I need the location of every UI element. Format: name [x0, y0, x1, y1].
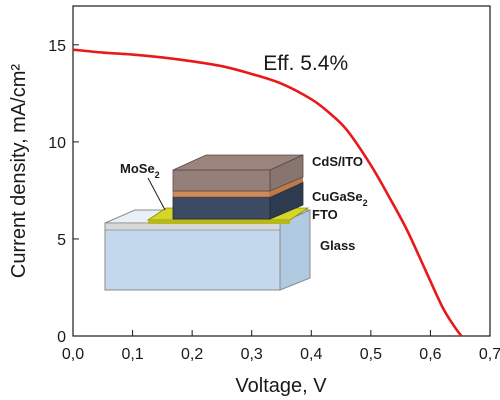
label-cugase2: CuGaSe2 [312, 189, 368, 208]
x-tick-label: 0,6 [419, 346, 441, 363]
device-schematic: CdS/ITO CuGaSe2 FTO Glass MoSe2 [104, 154, 368, 291]
y-tick-label: 10 [48, 135, 66, 152]
label-glass: Glass [320, 238, 355, 253]
ito-front [172, 169, 271, 192]
y-tick-label: 0 [57, 329, 66, 346]
label-mose2: MoSe2 [120, 161, 160, 180]
y-axis-label: Current density, mA/cm² [8, 64, 30, 278]
cds-front [172, 190, 271, 198]
glass-side [279, 209, 311, 291]
x-tick-label: 0,3 [241, 346, 263, 363]
glass-front [104, 222, 281, 291]
y-axis-ticks: 0 5 10 15 [48, 38, 79, 346]
y-tick-label: 15 [48, 38, 66, 55]
jv-curve-line [72, 48, 463, 337]
x-axis-ticks: 0,0 0,1 0,2 0,3 0,4 0,5 0,6 0,7 [62, 330, 500, 363]
label-cds-ito: CdS/ITO [312, 154, 363, 169]
x-tick-label: 0,0 [62, 346, 84, 363]
efficiency-annotation: Eff. 5.4% [263, 52, 348, 75]
y-tick-label: 5 [57, 232, 66, 249]
x-axis-label: Voltage, V [235, 375, 327, 397]
cds-side [270, 177, 303, 197]
x-tick-label: 0,2 [181, 346, 203, 363]
label-fto: FTO [312, 207, 338, 222]
x-tick-label: 0,1 [121, 346, 143, 363]
x-tick-label: 0,4 [300, 346, 322, 363]
ito-side [269, 154, 304, 192]
mose2-front [148, 220, 290, 224]
cugase2-front [172, 196, 271, 220]
mose2-pointer [147, 177, 166, 211]
fto-front [104, 222, 281, 231]
x-tick-label: 0,5 [360, 346, 382, 363]
x-tick-label: 0,7 [479, 346, 500, 363]
